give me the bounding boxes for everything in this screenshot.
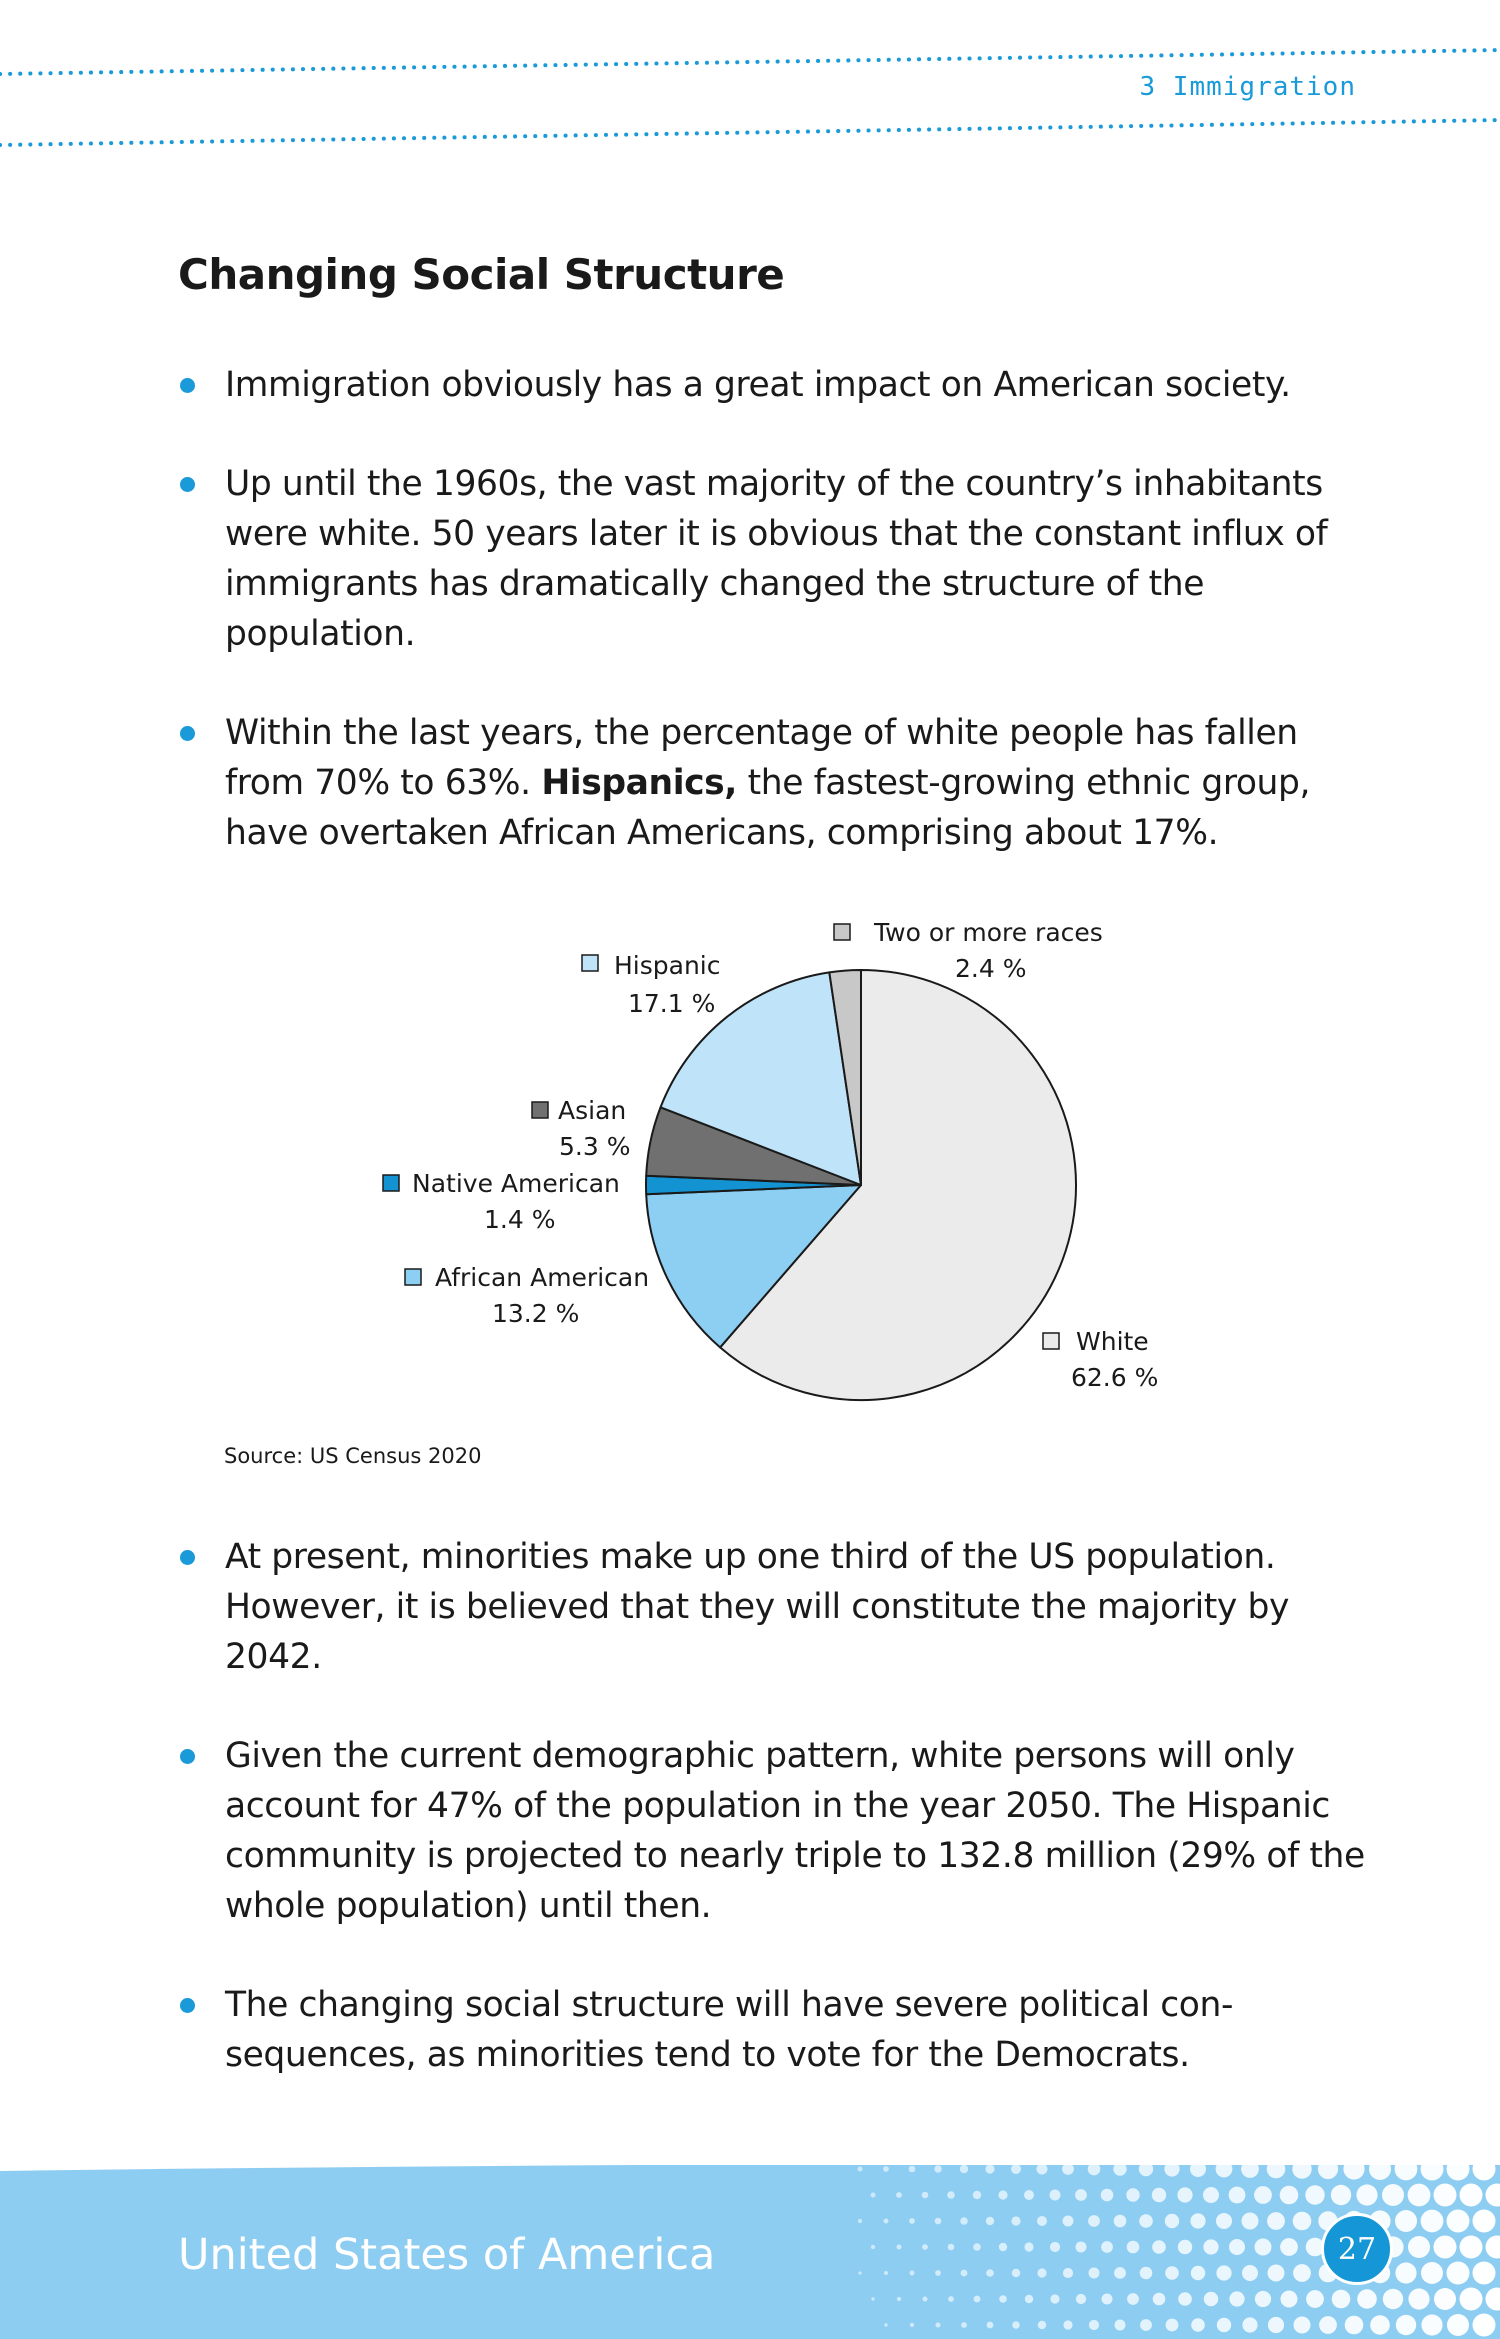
legend-name: Asian xyxy=(558,1096,626,1125)
list-item: Immigration obviously has a great impact… xyxy=(178,360,1378,410)
halftone-pattern xyxy=(857,2165,1500,2337)
chart-source: Source: US Census 2020 xyxy=(224,1444,482,1468)
legend-value: 17.1 % xyxy=(628,989,715,1018)
legend-swatch xyxy=(833,923,851,941)
legend-value: 13.2 % xyxy=(492,1299,579,1328)
bullet-list-bottom: At present, minorities make up one third… xyxy=(178,1532,1378,2129)
page-number-badge: 27 xyxy=(1321,2213,1393,2285)
pie-slice-white xyxy=(719,969,1077,1401)
bullet-text: Within the last years, the percentage of… xyxy=(225,713,1298,803)
footer-title: United States of America xyxy=(178,2230,716,2280)
bullet-text: Given the current demographic pattern, w… xyxy=(225,1736,1365,1926)
bullet-list-top: Immigration obviously has a great impact… xyxy=(178,360,1378,907)
legend-value: 1.4 % xyxy=(484,1205,555,1234)
legend-name: Hispanic xyxy=(614,951,721,980)
legend-african-american: African American 13.2 % xyxy=(404,1263,649,1328)
pie-slice-asian xyxy=(645,1106,862,1186)
list-item: The changing social structure will have … xyxy=(178,1980,1378,2080)
legend-swatch xyxy=(1042,1332,1060,1350)
bold-term: Hispanics, xyxy=(541,763,738,803)
legend-asian: Asian 5.3 % xyxy=(531,1096,630,1161)
bullet-text: Up until the 1960s, the vast majority of… xyxy=(225,464,1328,654)
list-item: Up until the 1960s, the vast majority of… xyxy=(178,459,1378,659)
legend-swatch xyxy=(404,1268,422,1286)
pie-slice-hispanic xyxy=(659,971,862,1186)
list-item: Within the last years, the percentage of… xyxy=(178,708,1378,858)
pie-slice-two-or-more-races xyxy=(828,969,862,1186)
page-number: 27 xyxy=(1337,2231,1377,2267)
legend-value: 5.3 % xyxy=(559,1132,630,1161)
legend-two-or-more: Two or more races 2.4 % xyxy=(833,918,1103,983)
chapter-label: 3 Immigration xyxy=(1139,72,1356,102)
legend-swatch xyxy=(382,1174,400,1192)
pie-slices xyxy=(645,969,1077,1401)
legend-hispanic: Hispanic 17.1 % xyxy=(581,951,721,1018)
legend-name: African American xyxy=(435,1263,649,1292)
footer-band xyxy=(0,2165,1500,2339)
legend-name: Two or more races xyxy=(873,918,1103,947)
bullet-text: Immigration obviously has a great impact… xyxy=(225,365,1291,405)
legend-name: Native American xyxy=(412,1169,620,1198)
list-item: Given the current demographic pattern, w… xyxy=(178,1731,1378,1931)
pie-slice-native-american xyxy=(645,1174,862,1196)
legend-value: 62.6 % xyxy=(1071,1363,1158,1392)
legend-name: White xyxy=(1076,1327,1149,1356)
bullet-text: The changing social structure will have … xyxy=(225,1985,1234,2075)
legend-white: White 62.6 % xyxy=(1042,1327,1158,1392)
section-title: Changing Social Structure xyxy=(178,250,785,299)
legend-swatch xyxy=(531,1101,549,1119)
legend-value: 2.4 % xyxy=(955,954,1026,983)
pie-slice-african-american xyxy=(645,1184,862,1349)
list-item: At present, minorities make up one third… xyxy=(178,1532,1378,1682)
bullet-text: At present, minorities make up one third… xyxy=(225,1537,1290,1677)
legend-native-american: Native American 1.4 % xyxy=(382,1169,620,1234)
bullet-text: the fastest-growing ethnic group, have o… xyxy=(225,763,1311,853)
legend-swatch xyxy=(581,954,599,972)
